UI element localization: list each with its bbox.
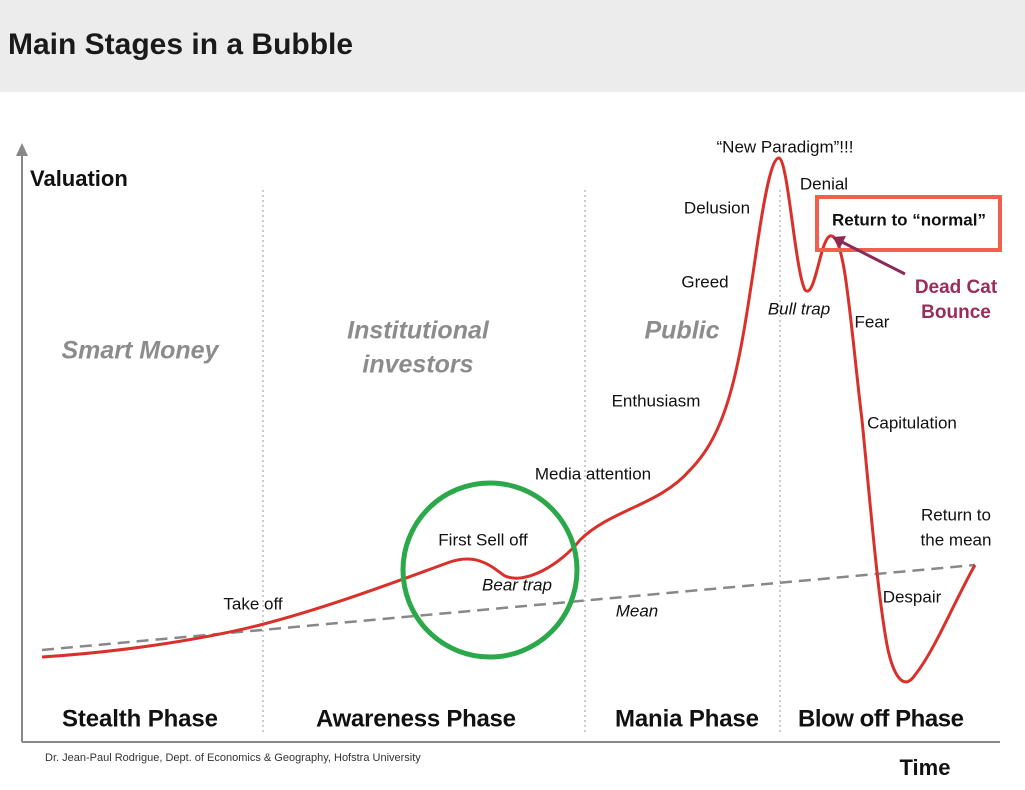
highlight-circle <box>400 480 580 660</box>
group-label: investors <box>362 351 473 379</box>
annotation: Return to <box>921 505 991 524</box>
annotation: Delusion <box>684 198 750 217</box>
footer-credit: Dr. Jean-Paul Rodrigue, Dept. of Economi… <box>45 752 421 764</box>
title: Main Stages in a Bubble <box>8 28 353 61</box>
callout-arrow <box>839 239 906 276</box>
annotation: Greed <box>681 272 728 291</box>
group-label: Public <box>644 317 719 345</box>
callout-text: Bounce <box>921 302 991 323</box>
callout-text: Dead Cat <box>915 277 998 298</box>
annotation: the mean <box>921 530 992 549</box>
annotation: Despair <box>883 587 942 606</box>
annotation: Denial <box>800 174 848 193</box>
callout-box <box>815 195 1002 252</box>
group-label: Institutional <box>347 317 490 345</box>
annotation: Enthusiasm <box>612 391 701 410</box>
phase-label: Blow off Phase <box>798 705 964 732</box>
bubble-curve <box>41 156 977 684</box>
header-band <box>0 0 1025 92</box>
phase-label: Mania Phase <box>615 705 759 732</box>
callout-arrowhead <box>832 236 846 248</box>
annotation: “New Paradigm”!!! <box>717 137 854 156</box>
annotation: Mean <box>616 601 659 620</box>
annotation: Media attention <box>535 464 651 483</box>
annotation: Capitulation <box>867 413 957 432</box>
annotation: Take off <box>223 594 283 613</box>
mean-line <box>41 563 976 652</box>
y-axis-label: Valuation <box>30 166 128 191</box>
annotation: First Sell off <box>438 530 528 549</box>
annotation: Fear <box>855 312 890 331</box>
annotation: Bear trap <box>482 575 552 594</box>
phase-label: Awareness Phase <box>316 705 516 732</box>
y-axis-arrow <box>16 143 28 156</box>
annotation: Bull trap <box>768 299 830 318</box>
group-label: Smart Money <box>62 337 220 365</box>
callout-box-text: Return to “normal” <box>832 210 986 229</box>
phase-label: Stealth Phase <box>62 705 218 732</box>
x-axis-label: Time <box>900 755 951 780</box>
